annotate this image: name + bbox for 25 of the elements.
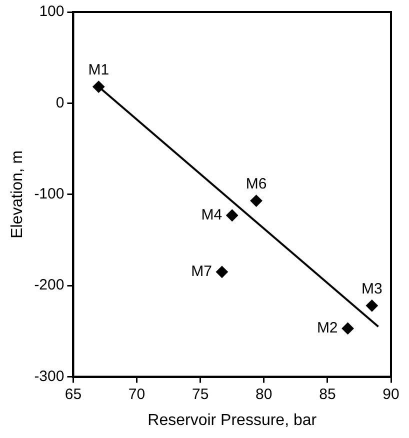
point bbox=[226, 209, 238, 222]
y-tick-label: -100 bbox=[34, 186, 64, 203]
annotation: M3 bbox=[362, 280, 382, 298]
annotation: M2 bbox=[316, 320, 338, 337]
x-tick-label: 80 bbox=[256, 386, 272, 403]
annotation: M6 bbox=[246, 175, 267, 192]
x-tick-label: 70 bbox=[128, 386, 146, 403]
point bbox=[366, 300, 378, 312]
y-tick-label: 100 bbox=[39, 3, 64, 20]
x-axis-title: Reservoir Pressure, bar bbox=[148, 412, 318, 429]
y-tick-label: -200 bbox=[34, 276, 64, 294]
x-tick-label: 90 bbox=[382, 386, 400, 403]
point bbox=[342, 322, 354, 334]
x-tick-label: 85 bbox=[319, 386, 336, 403]
x-tick-label: 75 bbox=[192, 386, 209, 403]
y-tick-label: -300 bbox=[34, 368, 64, 385]
point bbox=[250, 194, 262, 207]
point bbox=[92, 80, 105, 93]
annotation: M7 bbox=[191, 263, 212, 280]
point bbox=[216, 266, 228, 278]
y-axis-title: Elevation, m bbox=[9, 150, 26, 238]
x-tick-label: 65 bbox=[64, 386, 82, 403]
annotation: M1 bbox=[88, 61, 110, 78]
annotation: M4 bbox=[201, 206, 222, 224]
y-tick-label: 0 bbox=[56, 94, 64, 112]
